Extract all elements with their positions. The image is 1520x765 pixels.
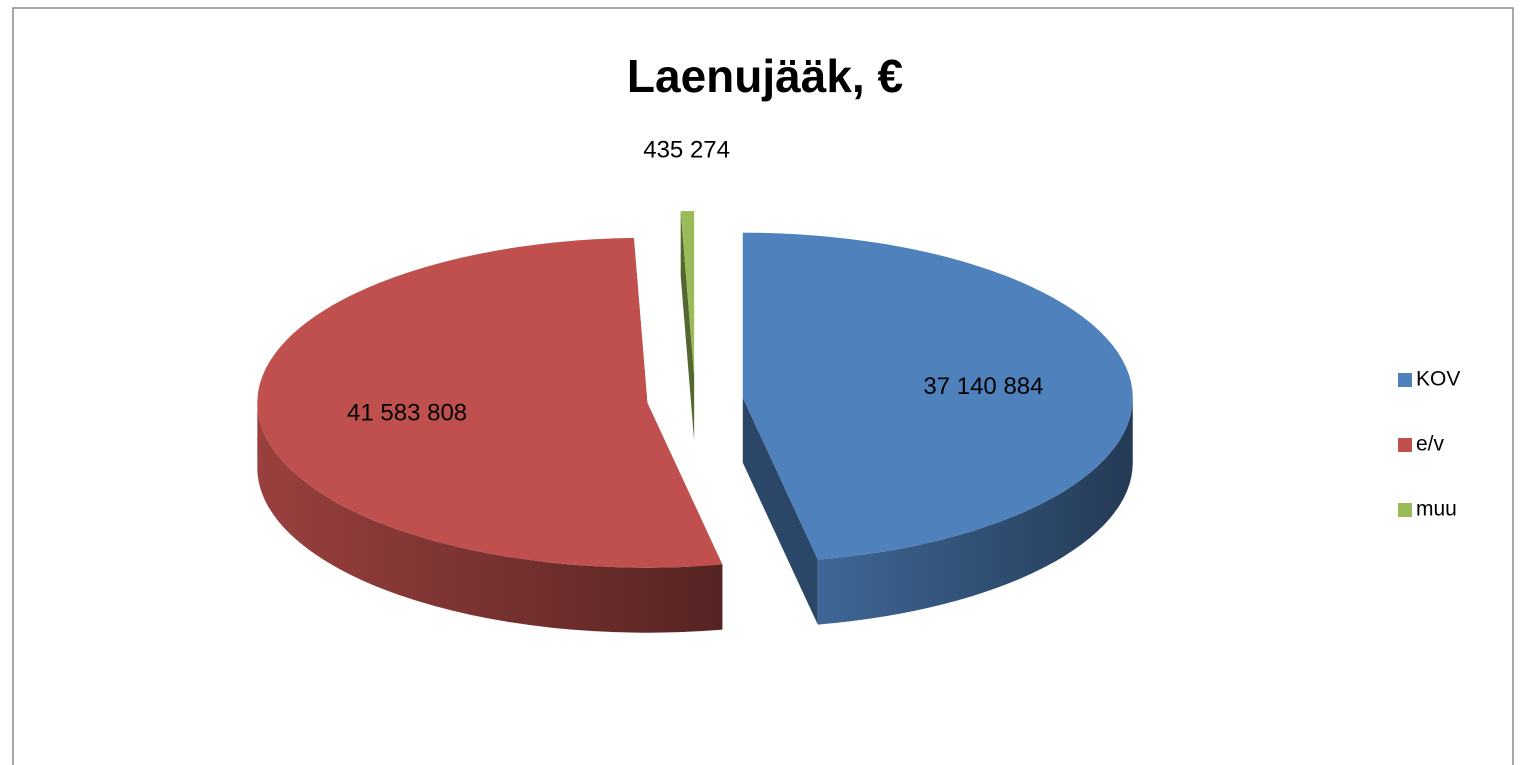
data-label: 37 140 884 bbox=[923, 373, 1043, 400]
legend-swatch bbox=[1398, 503, 1412, 517]
pie-slice bbox=[257, 237, 723, 568]
slice-side bbox=[817, 397, 1133, 625]
slice-side bbox=[257, 402, 723, 633]
legend-label: e/v bbox=[1416, 433, 1445, 456]
legend-label: KOV bbox=[1416, 368, 1460, 391]
legend-label: muu bbox=[1416, 498, 1457, 521]
pie-slice bbox=[742, 232, 1133, 560]
legend-swatch bbox=[1398, 438, 1412, 452]
data-label: 435 274 bbox=[643, 137, 730, 164]
data-label: 41 583 808 bbox=[347, 400, 467, 427]
chart-title: Laenujääk, € bbox=[627, 50, 903, 102]
legend-swatch bbox=[1398, 373, 1412, 387]
slice-cut-face bbox=[742, 397, 818, 625]
slice-cut-face bbox=[680, 211, 695, 442]
pie-slice bbox=[680, 211, 695, 377]
